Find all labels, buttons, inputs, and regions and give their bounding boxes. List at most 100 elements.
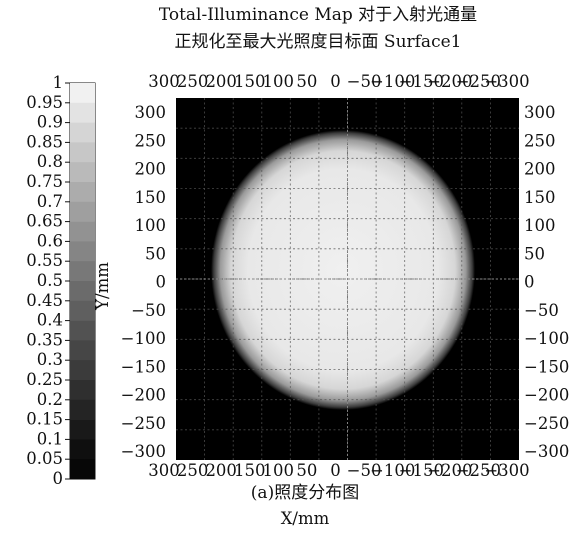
x-tick-label-bottom: −300 — [484, 461, 529, 480]
y-tick-label-left: 150 — [135, 188, 167, 207]
x-tick-label-top: 250 — [177, 72, 209, 91]
x-tick-label-bottom: −50 — [347, 461, 382, 480]
y-tick-label-right: 300 — [524, 103, 556, 122]
x-tick-label-bottom: 100 — [263, 461, 295, 480]
colorbar-band — [70, 439, 95, 460]
colorbar-band — [70, 300, 95, 321]
y-tick-label-left: 300 — [135, 103, 167, 122]
colorbar-band — [70, 399, 95, 420]
colorbar-labels: 10.950.90.850.80.750.70.650.60.550.50.45… — [26, 73, 70, 488]
x-axis-label: X/mm — [281, 509, 330, 528]
x-tick-label-bottom: −100 — [370, 461, 415, 480]
x-tick-label-bottom: 50 — [296, 461, 317, 480]
colorbar-tick-label: 0.2 — [37, 390, 63, 409]
colorbar-tick-label: 0.3 — [37, 350, 63, 369]
colorbar-band — [70, 122, 95, 143]
x-tick-label-top: −250 — [456, 72, 501, 91]
colorbar-tick-label: 0.05 — [26, 449, 63, 468]
colorbar-tick-label: 0.7 — [37, 192, 63, 211]
colorbar-tick-label: 0.45 — [26, 291, 63, 310]
y-axis-label: Y/mm — [93, 262, 112, 311]
grid-lines — [176, 98, 519, 460]
colorbar-tick-label: 0.25 — [26, 370, 63, 389]
colorbar-band — [70, 102, 95, 123]
y-tick-label-right: 150 — [524, 188, 556, 207]
y-tick-label-right: 250 — [524, 131, 556, 150]
colorbar-band — [70, 162, 95, 183]
x-tick-label-top: −300 — [484, 72, 529, 91]
colorbar-tick-label: 0.85 — [26, 132, 63, 151]
figure-caption: (a)照度分布图 — [251, 483, 359, 503]
y-tick-label-left: −200 — [121, 386, 166, 405]
y-tick-label-left: −250 — [121, 414, 166, 433]
colorbar-band — [70, 142, 95, 163]
x-tick-label-top: 100 — [263, 72, 295, 91]
x-tick-label-bottom: 300 — [148, 461, 180, 480]
colorbar-tick-label: 0.1 — [37, 429, 63, 448]
x-tick-label-bottom: 0 — [330, 461, 341, 480]
x-tick-label-bottom: 200 — [205, 461, 237, 480]
x-tick-label-bottom: 150 — [234, 461, 266, 480]
colorbar-band — [70, 201, 95, 222]
colorbar: 10.950.90.850.80.750.70.650.60.550.50.45… — [26, 73, 96, 488]
y-tick-label-right: 100 — [524, 216, 556, 235]
x-tick-label-top: 300 — [148, 72, 180, 91]
y-tick-label-left: 50 — [145, 244, 166, 263]
y-tick-label-right: −200 — [524, 386, 569, 405]
colorbar-tick-label: 0.65 — [26, 212, 63, 231]
colorbar-tick-label: 0.15 — [26, 410, 63, 429]
y-tick-label-right: −250 — [524, 414, 569, 433]
y-tick-label-left: 250 — [135, 131, 167, 150]
x-tick-label-top: 150 — [234, 72, 266, 91]
y-axis-left-ticks: 300 250 200 150 100 50 0 −50 −100 −150 −200 −250 −30… — [121, 103, 166, 461]
x-tick-label-top: 0 — [330, 72, 341, 91]
colorbar-band — [70, 360, 95, 381]
colorbar-tick-label: 0.9 — [37, 113, 63, 132]
colorbar-tick-label: 0.5 — [37, 271, 63, 290]
y-tick-label-left: 0 — [156, 273, 167, 292]
x-tick-label-bottom: −150 — [399, 461, 444, 480]
colorbar-tick-label: 0.75 — [26, 172, 63, 191]
y-tick-label-right: 200 — [524, 160, 556, 179]
colorbar-band — [70, 320, 95, 341]
colorbar-tick-label: 0.8 — [37, 152, 63, 171]
y-tick-label-left: 200 — [135, 160, 167, 179]
colorbar-band — [70, 419, 95, 440]
x-tick-label-top: −50 — [347, 72, 382, 91]
y-tick-label-right: −100 — [524, 329, 569, 348]
colorbar-band — [70, 261, 95, 282]
y-tick-label-right: −150 — [524, 357, 569, 376]
colorbar-band — [70, 241, 95, 262]
colorbar-tick-label: 0.55 — [26, 251, 63, 270]
x-tick-label-top: −150 — [399, 72, 444, 91]
y-tick-label-right: −50 — [524, 301, 559, 320]
colorbar-band — [70, 340, 95, 361]
colorbar-tick-label: 1 — [53, 73, 64, 92]
illumination-spot — [211, 130, 475, 410]
x-tick-label-bottom: −200 — [427, 461, 472, 480]
colorbar-band — [70, 281, 95, 302]
y-tick-label-left: −150 — [121, 357, 166, 376]
colorbar-band — [70, 182, 95, 203]
y-axis-right-ticks: 300 250 200 150 100 50 0 −50 −100 −150 −200 −250 −30… — [524, 103, 569, 461]
y-tick-label-left: −50 — [131, 301, 166, 320]
y-tick-label-right: −300 — [524, 442, 569, 461]
colorbar-tick-label: 0.95 — [26, 93, 63, 112]
colorbar-tick-label: 0.4 — [37, 311, 63, 330]
colorbar-band — [70, 459, 95, 480]
x-tick-label-bottom: −250 — [456, 461, 501, 480]
y-tick-label-left: −300 — [121, 442, 166, 461]
x-tick-label-top: −200 — [427, 72, 472, 91]
colorbar-band — [70, 380, 95, 401]
colorbar-tick-label: 0.35 — [26, 330, 63, 349]
y-tick-label-left: 100 — [135, 216, 167, 235]
colorbar-band — [70, 221, 95, 242]
title-line-2: 正规化至最大光照度目标面 Surface1 — [175, 32, 462, 52]
title-line-1: Total-Illuminance Map 对于入射光通量 — [159, 5, 477, 25]
y-tick-label-right: 0 — [524, 273, 535, 292]
colorbar-tick-label: 0.6 — [37, 231, 63, 250]
colorbar-tick-label: 0 — [53, 469, 64, 488]
